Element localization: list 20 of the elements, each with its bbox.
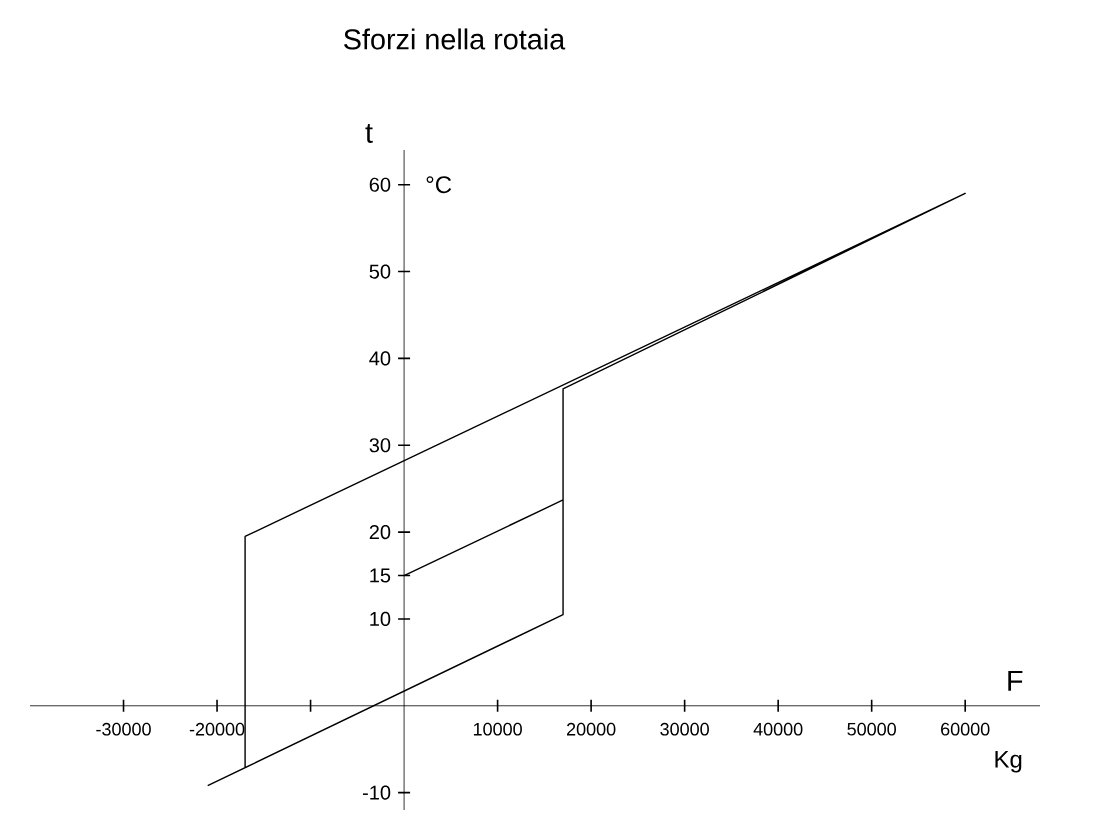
annotation: Kg xyxy=(995,751,1022,773)
y-tick-label: 30 xyxy=(369,438,391,453)
y-tick-label: 60 xyxy=(369,177,391,192)
x-tick-label: -30000 xyxy=(96,722,151,736)
x-tick-label: 20000 xyxy=(567,722,616,736)
y-tick-label: 15 xyxy=(370,568,391,583)
chart-title: Sforzi nella rotaia xyxy=(344,28,566,50)
x-tick-label: 40000 xyxy=(753,722,803,736)
x-tick-label: 50000 xyxy=(847,722,896,736)
x-tick-label: 60000 xyxy=(941,722,990,736)
x-axis-title: F xyxy=(1008,670,1023,691)
annotation: °C xyxy=(426,176,452,194)
y-axis-title: t xyxy=(365,124,373,143)
y-tick-label: 10 xyxy=(370,611,391,626)
y-tick-label: 40 xyxy=(369,351,391,366)
y-tick-label: -10 xyxy=(362,785,391,800)
y-tick-label: 50 xyxy=(369,264,391,279)
y-tick-label: 20 xyxy=(369,525,391,540)
x-tick-label: 30000 xyxy=(660,722,709,736)
x-tick-label: 10000 xyxy=(473,722,522,736)
